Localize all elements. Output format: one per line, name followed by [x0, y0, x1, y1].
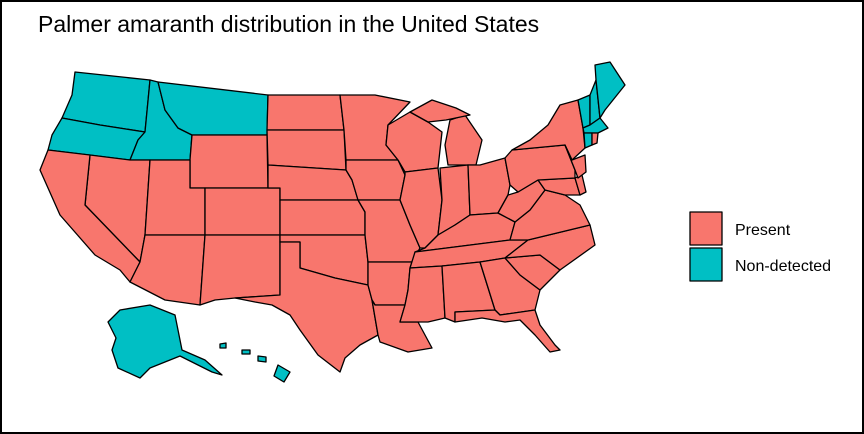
state [204, 187, 281, 236]
legend-label: Non-detected [735, 258, 831, 275]
state [241, 349, 251, 355]
state [219, 342, 227, 349]
state [257, 355, 267, 363]
legend-label: Present [735, 222, 791, 239]
state [107, 304, 223, 379]
state [189, 134, 269, 189]
state [234, 241, 379, 373]
state [367, 261, 413, 306]
state [267, 164, 359, 201]
state [39, 149, 141, 283]
map-title: Palmer amaranth distribution in the Unit… [38, 11, 539, 37]
state [266, 129, 347, 171]
state-layer [39, 61, 626, 383]
state [583, 132, 593, 149]
state [399, 167, 443, 249]
state [591, 132, 599, 146]
state [199, 234, 281, 306]
state [409, 99, 471, 123]
state [266, 94, 345, 131]
state [279, 199, 366, 236]
legend-swatch [689, 211, 723, 246]
state [454, 309, 561, 353]
legend: Present Non-detected [689, 211, 831, 282]
legend-swatch [689, 247, 723, 282]
state [273, 364, 291, 383]
state [564, 144, 587, 179]
